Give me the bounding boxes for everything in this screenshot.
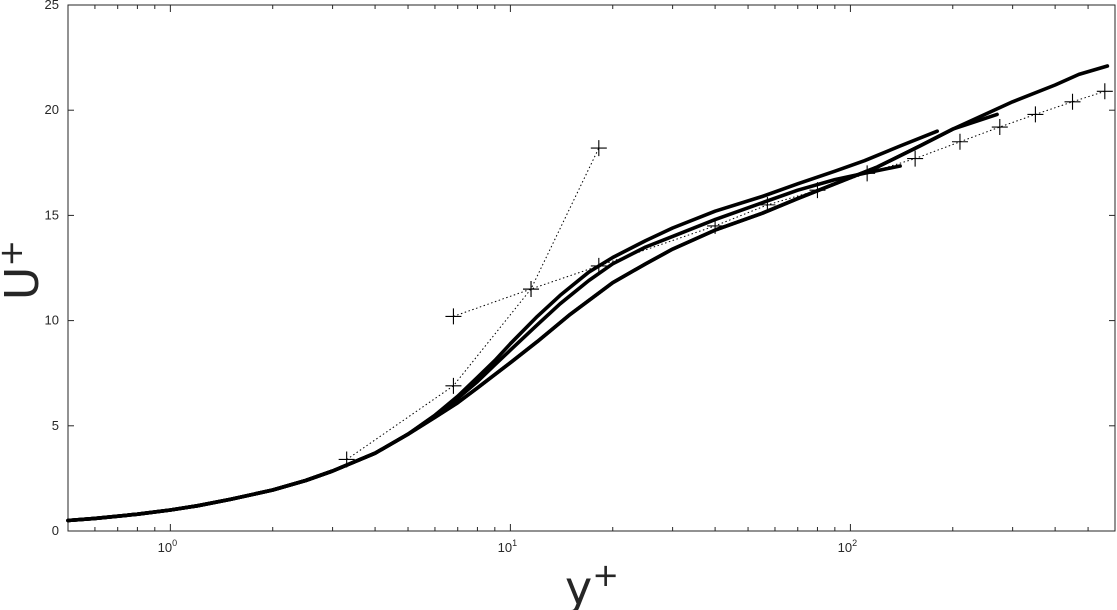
y-tick-label: 0 — [52, 523, 59, 538]
x-tick-label: 100 — [158, 538, 177, 555]
marker-layer — [338, 83, 1113, 468]
x-axis-title: y+ — [565, 556, 619, 610]
plus-marker — [445, 377, 462, 394]
y-tick-label: 15 — [45, 207, 59, 222]
y-tick-label: 10 — [45, 313, 59, 328]
plus-marker — [859, 165, 876, 182]
x-tick-label: 102 — [838, 538, 857, 555]
plus-marker — [1027, 106, 1044, 123]
y-tick-label: 20 — [45, 102, 59, 117]
x-tick-label: 101 — [498, 538, 517, 555]
plus-marker — [809, 182, 826, 199]
plus-marker — [759, 196, 776, 213]
y-axis-title: U+ — [0, 240, 49, 300]
plus-marker — [1096, 83, 1113, 100]
plus-marker — [907, 150, 924, 167]
plus-marker — [590, 257, 607, 274]
y-tick-label: 5 — [52, 418, 59, 433]
plus-marker — [445, 308, 462, 325]
x-axis-ticks: 100 101 102 — [67, 5, 1116, 555]
plus-marker — [590, 140, 607, 157]
series-line-4 — [66, 64, 1110, 523]
y-axis-ticks: 0 5 10 15 20 25 — [45, 0, 1115, 538]
plus-marker — [707, 217, 724, 234]
plus-marker — [951, 133, 968, 150]
dotted-series-line-5 — [346, 147, 600, 460]
plus-marker — [1064, 93, 1081, 110]
y-tick-label: 25 — [45, 0, 59, 12]
plot-area — [67, 4, 1116, 532]
series-layer — [66, 64, 1110, 523]
plus-marker — [338, 451, 355, 468]
plus-marker — [523, 281, 540, 298]
plus-marker — [991, 119, 1008, 136]
